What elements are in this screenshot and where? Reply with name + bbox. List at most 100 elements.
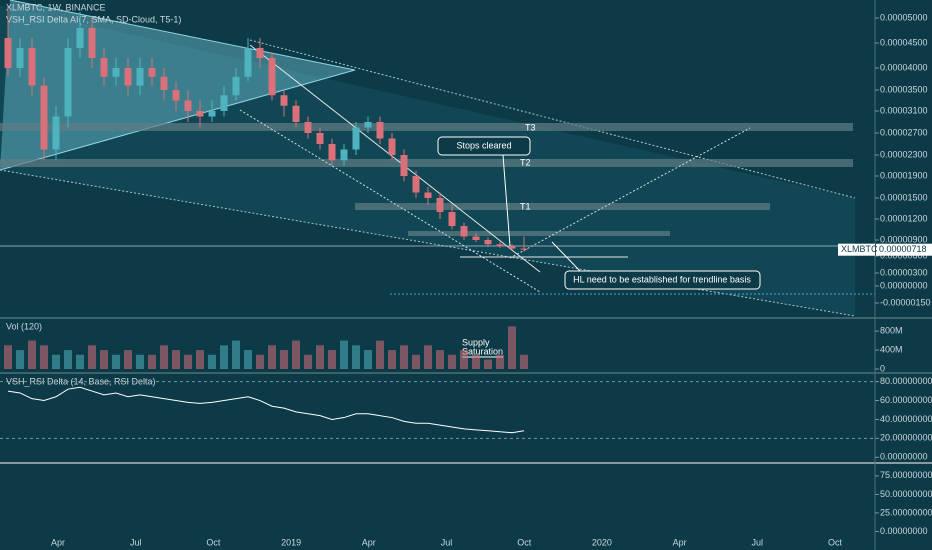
zone — [0, 123, 853, 131]
volume-bar — [52, 354, 60, 369]
callout — [564, 270, 761, 290]
y-tick-label: 0.00001200 — [880, 213, 928, 223]
candle-body — [460, 226, 468, 237]
candle-body — [220, 95, 228, 111]
volume-bar — [340, 340, 348, 369]
y-tick-label: 60.00000000 — [880, 395, 932, 405]
candle-body — [376, 122, 384, 139]
x-tick-label: Jul — [441, 537, 453, 547]
y-tick-label: 0.00000300 — [880, 267, 928, 277]
y-tick-label: 0.00001900 — [880, 170, 928, 180]
volume-bar — [292, 340, 300, 369]
volume-bar — [244, 350, 252, 369]
volume-bar — [508, 326, 516, 369]
trendline — [239, 109, 541, 293]
y-tick-label: 0.00001500 — [880, 192, 928, 202]
y-tick-label: 40.00000000 — [880, 414, 932, 424]
candle-body — [136, 68, 144, 86]
y-tick-label: 0.00004500 — [880, 37, 928, 47]
candle-body — [352, 127, 360, 150]
candle-body — [388, 138, 396, 155]
volume-bar — [196, 350, 204, 369]
y-tick-label: 75.00000000 — [880, 470, 932, 480]
volume-bar — [448, 354, 456, 369]
y-tick-label: 0.00002300 — [880, 149, 928, 159]
annotation: Supply — [462, 337, 490, 347]
x-tick-label: 2019 — [281, 537, 301, 547]
candle-body — [412, 176, 420, 193]
candle-body — [496, 244, 504, 247]
zone — [0, 159, 853, 167]
annotation: Stops cleared — [456, 140, 511, 150]
candle-body — [172, 90, 180, 101]
candle-body — [280, 95, 288, 106]
volume-bar — [364, 350, 372, 369]
volume-bar — [148, 354, 156, 369]
candle-body — [16, 48, 24, 68]
candle-body — [256, 48, 264, 58]
candle-body — [52, 116, 60, 150]
price-tag-box — [876, 243, 932, 256]
candle-body — [484, 240, 492, 245]
volume-title: Vol (120) — [6, 321, 42, 331]
volume-bar — [124, 350, 132, 369]
indicator: VSH_RSI Delta AI(7, SMA, SD-Cloud, T5-1) — [6, 14, 181, 24]
rsi-line — [7, 386, 525, 434]
volume-bar — [316, 345, 324, 369]
target: T1 — [520, 201, 531, 211]
y-tick-label: 0.00005000 — [880, 12, 928, 22]
volume-bar — [436, 350, 444, 369]
candle-body — [196, 111, 204, 117]
volume-bar — [268, 345, 276, 369]
volume-bar — [472, 354, 480, 369]
candle-body — [304, 122, 312, 133]
y-tick-label: 0.00000000 — [880, 452, 928, 462]
y-tick-label: 800M — [880, 326, 903, 336]
x-tick-label: Apr — [673, 537, 687, 547]
volume-bar — [76, 354, 84, 369]
volume-bar — [4, 345, 12, 369]
volume-bar — [28, 340, 36, 369]
candle-body — [508, 246, 516, 249]
candle-body — [340, 149, 348, 161]
volume-bar — [376, 340, 384, 369]
volume-bar — [460, 350, 468, 369]
triangle-edge — [9, 0, 356, 71]
y-tick-label: 0.00003500 — [880, 84, 928, 94]
y-tick-label: 0 — [880, 363, 885, 373]
y-tick-label: 0.00000900 — [880, 234, 928, 244]
x-tick-label: Jul — [752, 537, 764, 547]
price-tag: 0.00000718 — [879, 244, 927, 254]
candle-body — [184, 100, 192, 111]
trendline — [249, 44, 541, 273]
candle-body — [40, 85, 48, 150]
x-tick-label: Apr — [51, 537, 65, 547]
candle-body — [292, 105, 300, 122]
symbol-tag: XLMBTC — [841, 244, 878, 254]
candle-body — [76, 28, 84, 48]
volume-bar — [220, 345, 228, 369]
candle-body — [232, 76, 240, 96]
callout-pointer — [551, 241, 581, 272]
candle-body — [424, 192, 432, 198]
candle-body — [268, 58, 276, 96]
x-tick-label: Oct — [517, 537, 532, 547]
y-tick-label: 25.00000000 — [880, 507, 932, 517]
symbol: XLMBTC, 1W, BINANCE — [6, 2, 106, 12]
volume-bar — [352, 345, 360, 369]
volume-bar — [256, 354, 264, 369]
channel-edge — [0, 169, 856, 317]
volume-bar — [388, 350, 396, 369]
x-tick-label: Apr — [362, 537, 376, 547]
projection — [509, 127, 751, 259]
candle-body — [124, 68, 132, 86]
x-tick-label: Oct — [206, 537, 221, 547]
y-tick-label: 50.00000000 — [880, 489, 932, 499]
volume-bar — [304, 354, 312, 369]
triangle-edge — [0, 69, 356, 171]
candle-body — [160, 76, 168, 90]
y-tick-label: 0.00002700 — [880, 127, 928, 137]
volume-bar — [208, 354, 216, 369]
